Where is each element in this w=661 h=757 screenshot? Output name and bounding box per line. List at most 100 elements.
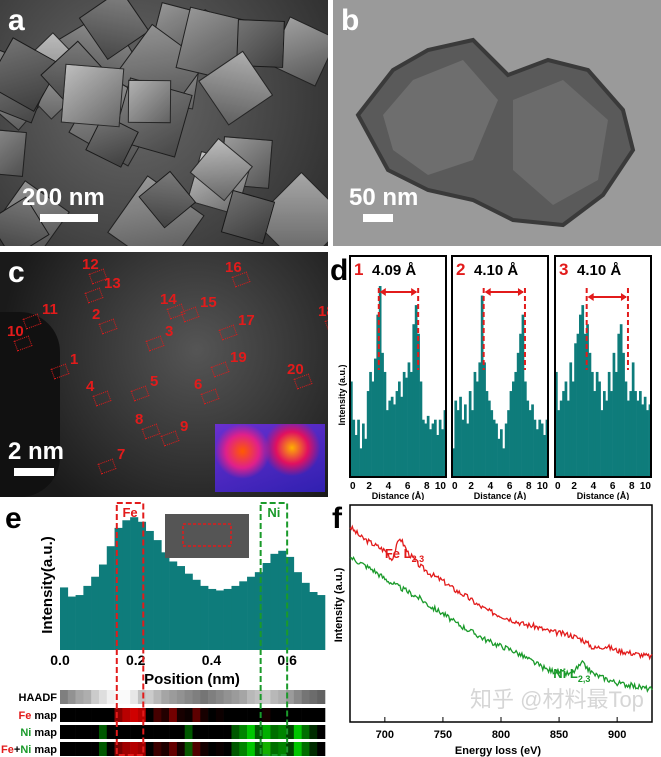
e-map-cell — [122, 725, 131, 739]
e-map-cell — [161, 690, 170, 704]
e-map-cell — [215, 742, 224, 756]
e-map-cell — [215, 708, 224, 722]
site-label: 14 — [160, 291, 177, 308]
e-map-cell — [91, 690, 100, 704]
d-bar — [538, 419, 542, 477]
e-map-cell — [60, 690, 69, 704]
d-xtick-label: 8 — [629, 481, 635, 492]
f-xtick-label: 850 — [550, 729, 568, 741]
e-map-cell — [83, 690, 92, 704]
panel-f-eels-spectra: f Intensity (a.u.) Energy loss (eV) 知乎 @… — [332, 502, 653, 757]
e-map-cell — [192, 690, 201, 704]
d-frame — [451, 255, 549, 478]
e-map-cell — [215, 725, 224, 739]
d-xtick-label: 6 — [507, 481, 513, 492]
e-map-cell — [293, 690, 302, 704]
d-xtick-label: 8 — [526, 481, 532, 492]
e-map-cell — [130, 725, 139, 739]
scale-bar-label-b: 50 nm — [349, 184, 419, 211]
panel-label-f: f — [332, 502, 343, 535]
e-bar — [301, 582, 310, 650]
d-xtick-label: 6 — [610, 481, 616, 492]
d-bar — [512, 381, 515, 477]
e-map-cell — [208, 708, 217, 722]
d-bar — [567, 400, 570, 477]
panel-label-a: a — [8, 4, 25, 37]
site-label: 3 — [165, 323, 174, 340]
site-label: 10 — [7, 323, 24, 340]
e-bar — [106, 546, 115, 650]
f-label-main: Fe L — [385, 546, 412, 561]
d-bar — [412, 324, 416, 477]
f-xlabel: Energy loss (eV) — [455, 745, 542, 757]
e-map-cell — [176, 742, 186, 756]
e-map-cell — [301, 708, 310, 722]
d-bar — [631, 362, 635, 477]
d-bar — [422, 419, 425, 477]
d-bar — [419, 381, 423, 477]
d-bar — [545, 419, 549, 477]
e-map-label-part: Ni — [20, 744, 31, 756]
d-bar — [588, 352, 592, 477]
e-bar — [247, 576, 256, 650]
e-map-cell — [223, 708, 232, 722]
d-bar — [591, 371, 594, 477]
e-bar — [262, 563, 271, 650]
e-xtick-label: 0.4 — [202, 652, 222, 668]
d-bar — [639, 391, 642, 477]
e-map-cell — [293, 708, 302, 722]
d-bar — [400, 396, 404, 477]
e-map-cell — [130, 742, 139, 756]
d-bar — [424, 423, 428, 477]
e-map-cell — [254, 742, 263, 756]
panel-label-d: d — [330, 254, 348, 287]
d-bar — [526, 400, 530, 477]
e-bar — [137, 521, 147, 650]
site-box — [218, 324, 238, 341]
e-bar — [317, 595, 326, 650]
e-bar — [215, 590, 224, 650]
d-bar — [583, 333, 587, 477]
d-subplot-number: 3 — [559, 260, 568, 279]
d-bar — [519, 333, 522, 477]
e-bar — [161, 552, 170, 650]
d-bar — [466, 423, 470, 477]
d-bar — [454, 400, 458, 477]
site-box — [98, 318, 118, 335]
site-box — [160, 430, 180, 447]
d-subplot-3: 3 4.10 Å 0 2 4 6 8 10 Distance (Å) — [554, 255, 652, 500]
d-bar — [390, 396, 394, 477]
site-box — [92, 390, 112, 407]
e-map-cell — [309, 708, 318, 722]
d-xtick-label: 4 — [386, 481, 392, 492]
d-bar — [364, 438, 368, 477]
d-bar — [507, 410, 510, 477]
f-label-sub: 2,3 — [412, 554, 425, 564]
e-bar — [184, 573, 193, 650]
e-map-cell — [169, 742, 178, 756]
e-map-cell — [137, 742, 147, 756]
d-bar — [402, 371, 406, 477]
d-bar — [473, 371, 477, 477]
d-bar — [429, 429, 432, 477]
d-bar — [612, 352, 616, 477]
d-bar — [485, 391, 489, 477]
d-bar — [414, 305, 418, 477]
e-map-cell — [130, 708, 139, 722]
d-bar — [376, 314, 380, 477]
d-bar — [559, 400, 563, 477]
e-map-cell — [278, 742, 287, 756]
e-map-cell — [176, 690, 186, 704]
e-map-cell — [153, 708, 162, 722]
e-map-label-part: map — [31, 710, 57, 722]
e-map-cell — [184, 690, 193, 704]
e-map-cell — [270, 708, 279, 722]
d-xtick-label: 8 — [424, 481, 430, 492]
d-bar — [536, 429, 539, 477]
e-bar — [223, 588, 232, 650]
e-map-cell — [215, 690, 224, 704]
e-map-cell — [145, 690, 154, 704]
e-bar — [254, 572, 263, 650]
e-map-cell — [254, 708, 263, 722]
e-map-cell — [309, 725, 318, 739]
